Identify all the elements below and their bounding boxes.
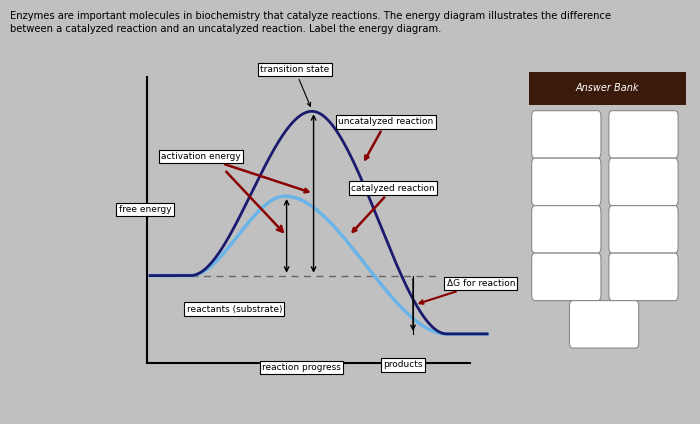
- Text: uncatalyzed reaction: uncatalyzed reaction: [338, 117, 434, 159]
- FancyBboxPatch shape: [609, 111, 678, 158]
- FancyBboxPatch shape: [609, 206, 678, 253]
- FancyBboxPatch shape: [609, 158, 678, 206]
- Text: products: products: [383, 360, 423, 369]
- Text: reactants (substrate): reactants (substrate): [187, 305, 282, 314]
- Text: free energy: free energy: [119, 205, 172, 214]
- FancyBboxPatch shape: [532, 253, 601, 301]
- FancyBboxPatch shape: [532, 111, 601, 158]
- Text: catalyzed reaction: catalyzed reaction: [351, 184, 435, 232]
- Text: reaction progress: reaction progress: [262, 363, 341, 372]
- FancyBboxPatch shape: [532, 206, 601, 253]
- FancyBboxPatch shape: [570, 301, 638, 348]
- Text: transition state: transition state: [260, 65, 330, 106]
- FancyBboxPatch shape: [528, 72, 686, 105]
- Text: Answer Bank: Answer Bank: [575, 84, 639, 93]
- Text: ΔG for reaction: ΔG for reaction: [419, 279, 515, 304]
- FancyBboxPatch shape: [532, 158, 601, 206]
- FancyBboxPatch shape: [609, 253, 678, 301]
- Text: activation energy: activation energy: [161, 152, 308, 192]
- Text: Enzymes are important molecules in biochemistry that catalyze reactions. The ene: Enzymes are important molecules in bioch…: [10, 11, 612, 34]
